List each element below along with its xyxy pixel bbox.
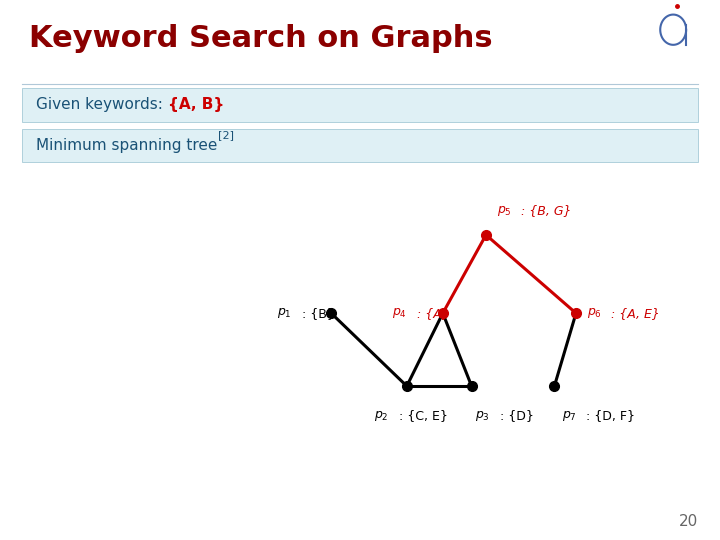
FancyBboxPatch shape [22, 88, 698, 122]
Text: : {D, F}: : {D, F} [586, 409, 635, 422]
Text: $p_{1}$: $p_{1}$ [277, 306, 292, 320]
Text: Given keywords:: Given keywords: [36, 97, 168, 112]
Text: Minimum spanning tree: Minimum spanning tree [36, 138, 222, 153]
Text: : {B}: : {B} [302, 307, 335, 320]
Text: : {A}: : {A} [417, 307, 449, 320]
FancyBboxPatch shape [22, 129, 698, 162]
Text: : {D}: : {D} [500, 409, 534, 422]
Text: : {C, E}: : {C, E} [399, 409, 448, 422]
Text: : {A, E}: : {A, E} [611, 307, 660, 320]
Text: $\mathit{p}_{6}$: $\mathit{p}_{6}$ [587, 306, 602, 320]
Text: $\mathit{p}_{5}$: $\mathit{p}_{5}$ [497, 204, 512, 218]
Text: Keyword Search on Graphs: Keyword Search on Graphs [29, 24, 492, 53]
Text: : {B, G}: : {B, G} [521, 204, 572, 217]
Text: $p_{7}$: $p_{7}$ [562, 409, 577, 423]
Text: {A, B}: {A, B} [168, 97, 225, 112]
Text: $\mathit{p}_{4}$: $\mathit{p}_{4}$ [392, 306, 408, 320]
Text: $p_{2}$: $p_{2}$ [374, 409, 389, 423]
Text: $p_{3}$: $p_{3}$ [475, 409, 490, 423]
Text: 20: 20 [679, 514, 698, 529]
Text: [2]: [2] [218, 131, 234, 140]
